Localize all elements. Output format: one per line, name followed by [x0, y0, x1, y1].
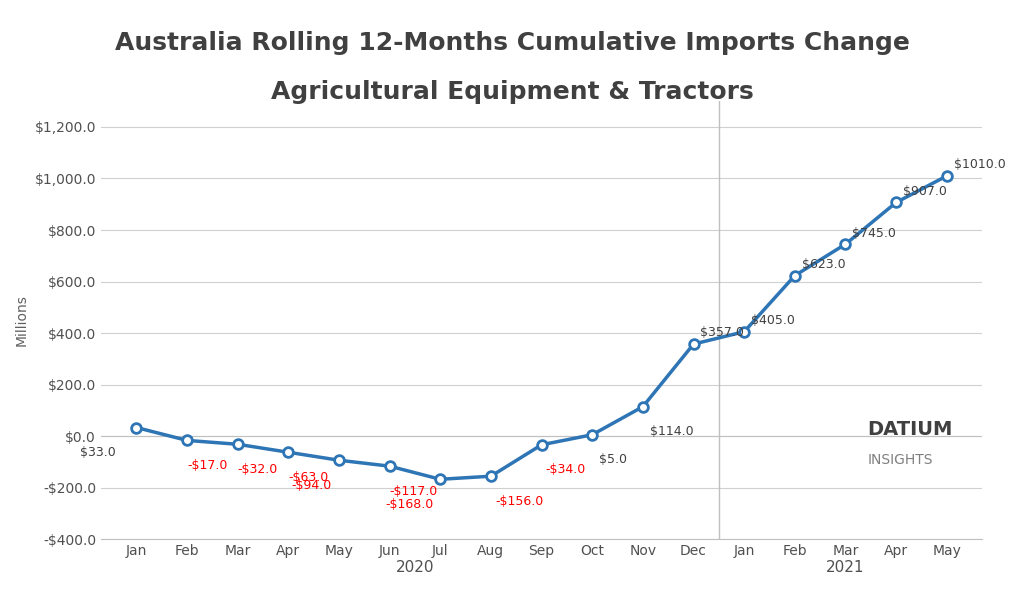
Y-axis label: Millions: Millions: [15, 294, 29, 346]
Text: -$156.0: -$156.0: [495, 495, 544, 508]
Text: $5.0: $5.0: [599, 453, 627, 466]
Text: -$63.0: -$63.0: [289, 471, 329, 484]
Text: $114.0: $114.0: [650, 425, 693, 438]
Text: $405.0: $405.0: [752, 314, 795, 327]
Text: $1010.0: $1010.0: [953, 158, 1006, 171]
Text: $33.0: $33.0: [80, 446, 116, 459]
Text: INSIGHTS: INSIGHTS: [867, 453, 933, 467]
Text: 2021: 2021: [826, 560, 864, 575]
Text: $745.0: $745.0: [852, 227, 896, 240]
Text: Agricultural Equipment & Tractors: Agricultural Equipment & Tractors: [270, 80, 754, 104]
Text: 2020: 2020: [395, 560, 434, 575]
Text: -$32.0: -$32.0: [238, 463, 278, 476]
Text: -$17.0: -$17.0: [187, 459, 227, 472]
Text: -$168.0: -$168.0: [385, 498, 433, 511]
Text: DATIUM: DATIUM: [867, 420, 953, 439]
Text: $907.0: $907.0: [903, 185, 947, 198]
Text: Australia Rolling 12-Months Cumulative Imports Change: Australia Rolling 12-Months Cumulative I…: [115, 31, 909, 55]
Text: $623.0: $623.0: [802, 258, 846, 271]
Text: -$34.0: -$34.0: [546, 463, 586, 476]
Text: -$94.0: -$94.0: [292, 479, 332, 492]
Text: $357.0: $357.0: [700, 326, 744, 339]
Text: -$117.0: -$117.0: [389, 485, 438, 498]
